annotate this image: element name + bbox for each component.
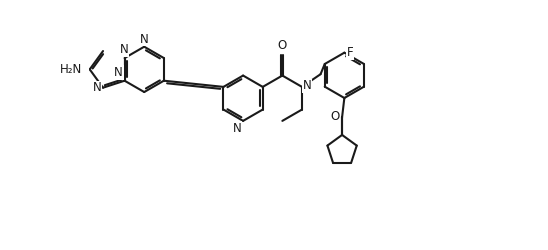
Text: O: O	[330, 110, 340, 123]
Text: N: N	[140, 33, 149, 46]
Text: N: N	[303, 79, 312, 92]
Text: O: O	[278, 39, 287, 52]
Text: F: F	[347, 46, 353, 59]
Text: N: N	[93, 81, 101, 94]
Text: N: N	[233, 122, 242, 135]
Text: H₂N: H₂N	[60, 63, 82, 76]
Text: N: N	[119, 44, 128, 57]
Text: N: N	[114, 66, 123, 79]
